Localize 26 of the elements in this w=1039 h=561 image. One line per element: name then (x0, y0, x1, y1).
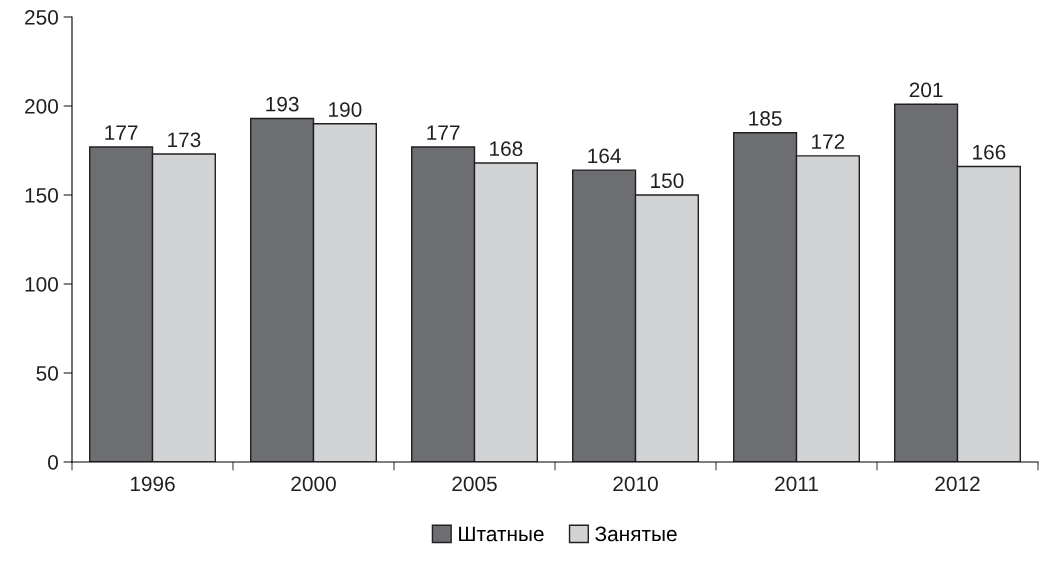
x-tick-label: 2012 (935, 476, 980, 492)
data-label: 185 (749, 111, 782, 126)
y-tick-label: 250 (25, 10, 58, 25)
data-label: 172 (812, 134, 845, 149)
x-tick-label: 2005 (452, 476, 497, 492)
x-tick-label: 1996 (130, 476, 175, 492)
y-tick-label: 150 (25, 188, 58, 203)
data-label: 190 (329, 102, 362, 117)
x-tick-label: 2000 (291, 476, 336, 492)
data-label: 164 (588, 148, 621, 164)
x-tick-label: 2011 (775, 476, 818, 492)
y-tick-label: 100 (25, 277, 58, 292)
data-label: 173 (168, 132, 201, 148)
data-label: 166 (973, 144, 1006, 160)
y-tick-label: 200 (25, 99, 58, 114)
y-tick-label: 0 (48, 455, 58, 470)
data-label: 177 (427, 125, 460, 140)
data-label: 201 (909, 82, 943, 98)
data-label: 150 (651, 173, 684, 189)
data-label: 177 (105, 125, 138, 140)
data-label: 168 (490, 141, 523, 157)
legend-label: Штатные (459, 526, 544, 542)
legend-label: Занятые (595, 526, 677, 542)
data-label: 193 (266, 96, 299, 112)
y-tick-label: 50 (36, 366, 58, 381)
x-tick-label: 2010 (613, 476, 658, 492)
